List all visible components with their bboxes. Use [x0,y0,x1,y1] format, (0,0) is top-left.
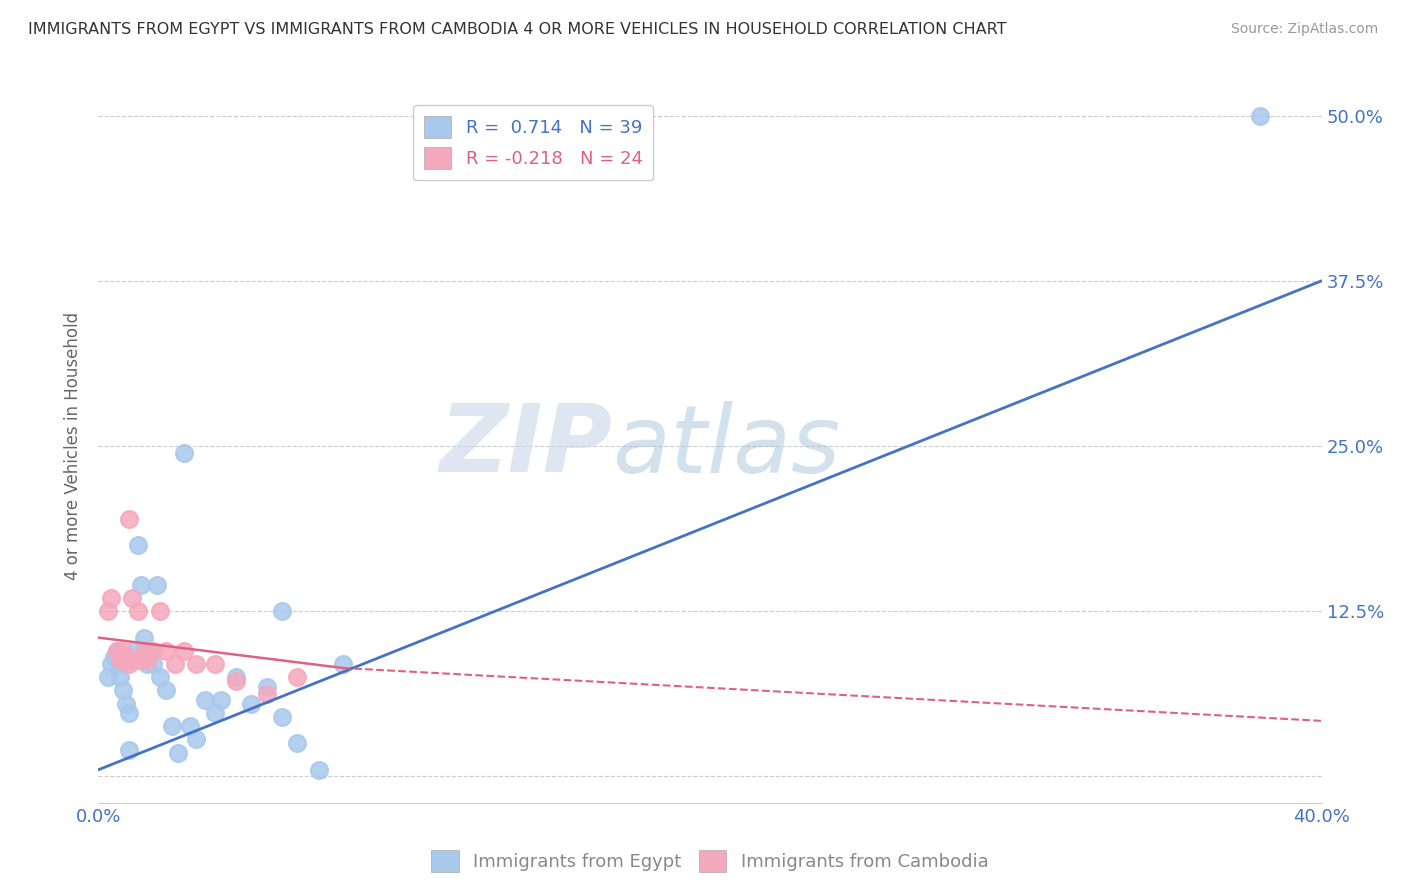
Point [163,657,186,671]
Point [115,697,138,711]
Point [332,657,354,671]
Point [124,653,146,667]
Point [136,653,159,667]
Point [100,657,122,671]
Point [173,644,195,658]
Point [105,644,128,658]
Point [240,697,263,711]
Point [194,692,217,706]
Point [127,538,149,552]
Text: IMMIGRANTS FROM EGYPT VS IMMIGRANTS FROM CAMBODIA 4 OR MORE VEHICLES IN HOUSEHOL: IMMIGRANTS FROM EGYPT VS IMMIGRANTS FROM… [28,22,1007,37]
Point [155,683,177,698]
Point [136,657,159,671]
Point [209,692,232,706]
Point [111,683,134,698]
Y-axis label: 4 or more Vehicles in Household: 4 or more Vehicles in Household [65,312,83,580]
Legend: Immigrants from Egypt, Immigrants from Cambodia: Immigrants from Egypt, Immigrants from C… [425,843,995,880]
Point [100,591,122,605]
Point [103,650,125,665]
Point [97,604,120,618]
Point [124,653,146,667]
Point [139,644,162,658]
Point [108,670,131,684]
Point [285,736,308,750]
Point [179,719,201,733]
Point [124,644,146,658]
Point [118,511,141,525]
Text: ZIP: ZIP [439,400,612,492]
Text: Source: ZipAtlas.com: Source: ZipAtlas.com [1230,22,1378,37]
Point [173,445,195,459]
Point [204,657,226,671]
Point [142,644,165,658]
Point [149,604,172,618]
Point [97,670,120,684]
Point [225,674,247,689]
Point [142,657,165,671]
Point [186,657,208,671]
Point [155,644,177,658]
Point [256,680,278,694]
Point [115,653,138,667]
Point [129,653,152,667]
Point [204,706,226,720]
Point [134,644,156,658]
Point [167,746,190,760]
Point [134,631,156,645]
Point [160,719,183,733]
Point [256,688,278,702]
Point [127,604,149,618]
Point [145,578,167,592]
Point [121,591,143,605]
Point [1249,109,1271,123]
Point [105,644,128,658]
Point [225,670,247,684]
Point [186,732,208,747]
Point [108,657,131,671]
Text: atlas: atlas [612,401,841,491]
Point [285,670,308,684]
Point [111,644,134,658]
Point [129,578,152,592]
Point [118,657,141,671]
Point [308,763,330,777]
Point [118,706,141,720]
Point [270,604,292,618]
Point [121,653,143,667]
Point [149,670,172,684]
Point [108,653,131,667]
Point [270,710,292,724]
Point [118,743,141,757]
